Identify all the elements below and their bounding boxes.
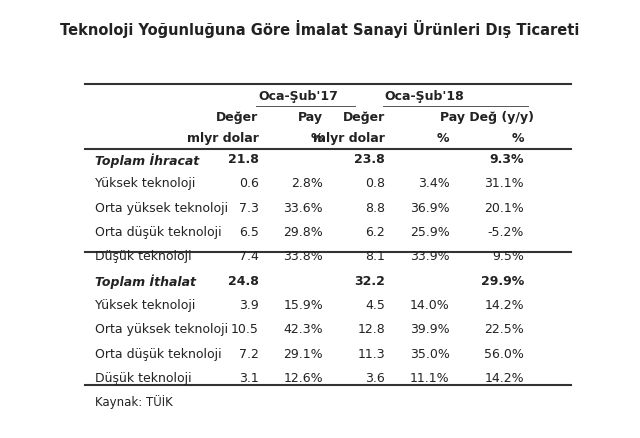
Text: Orta yüksek teknoloji: Orta yüksek teknoloji [95, 323, 228, 336]
Text: %: % [310, 131, 323, 145]
Text: Oca-Şub'18: Oca-Şub'18 [385, 90, 465, 102]
Text: Toplam İthalat: Toplam İthalat [95, 274, 196, 289]
Text: 9.3%: 9.3% [490, 153, 524, 166]
Text: 31.1%: 31.1% [484, 177, 524, 190]
Text: %: % [437, 131, 449, 145]
Text: 14.0%: 14.0% [410, 298, 449, 311]
Text: 11.3: 11.3 [357, 347, 385, 360]
Text: 36.9%: 36.9% [410, 201, 449, 214]
Text: Düşük teknoloji: Düşük teknoloji [95, 250, 191, 263]
Text: 10.5: 10.5 [230, 323, 259, 336]
Text: 29.1%: 29.1% [284, 347, 323, 360]
Text: 8.8: 8.8 [365, 201, 385, 214]
Text: Değer: Değer [216, 110, 259, 124]
Text: 7.4: 7.4 [239, 250, 259, 263]
Text: 4.5: 4.5 [365, 298, 385, 311]
Text: 39.9%: 39.9% [410, 323, 449, 336]
Text: 8.1: 8.1 [365, 250, 385, 263]
Text: 24.8: 24.8 [228, 274, 259, 287]
Text: 33.6%: 33.6% [284, 201, 323, 214]
Text: 6.5: 6.5 [239, 226, 259, 239]
Text: 12.8: 12.8 [357, 323, 385, 336]
Text: Düşük teknoloji: Düşük teknoloji [95, 371, 191, 384]
Text: 14.2%: 14.2% [484, 371, 524, 384]
Text: Pay: Pay [298, 110, 323, 124]
Text: %: % [511, 131, 524, 145]
Text: -5.2%: -5.2% [488, 226, 524, 239]
Text: 14.2%: 14.2% [484, 298, 524, 311]
Text: Yüksek teknoloji: Yüksek teknoloji [95, 298, 195, 311]
Text: 35.0%: 35.0% [410, 347, 449, 360]
Text: 3.4%: 3.4% [418, 177, 449, 190]
Text: 2.8%: 2.8% [291, 177, 323, 190]
Text: Oca-Şub'17: Oca-Şub'17 [259, 90, 338, 102]
Text: Orta yüksek teknoloji: Orta yüksek teknoloji [95, 201, 228, 214]
Text: Kaynak: TÜİK: Kaynak: TÜİK [95, 394, 173, 408]
Text: 3.6: 3.6 [365, 371, 385, 384]
Text: 12.6%: 12.6% [284, 371, 323, 384]
Text: 33.8%: 33.8% [284, 250, 323, 263]
Text: 0.8: 0.8 [365, 177, 385, 190]
Text: Orta düşük teknoloji: Orta düşük teknoloji [95, 226, 221, 239]
Text: 20.1%: 20.1% [484, 201, 524, 214]
Text: 7.2: 7.2 [239, 347, 259, 360]
Text: 25.9%: 25.9% [410, 226, 449, 239]
Text: Pay Değ (y/y): Pay Değ (y/y) [440, 110, 534, 124]
Text: 0.6: 0.6 [239, 177, 259, 190]
Text: 23.8: 23.8 [355, 153, 385, 166]
Text: 42.3%: 42.3% [284, 323, 323, 336]
Text: 6.2: 6.2 [365, 226, 385, 239]
Text: 11.1%: 11.1% [410, 371, 449, 384]
Text: 56.0%: 56.0% [484, 347, 524, 360]
Text: Yüksek teknoloji: Yüksek teknoloji [95, 177, 195, 190]
Text: 29.9%: 29.9% [481, 274, 524, 287]
Text: 3.9: 3.9 [239, 298, 259, 311]
Text: Teknoloji Yoğunluğuna Göre İmalat Sanayi Ürünleri Dış Ticareti: Teknoloji Yoğunluğuna Göre İmalat Sanayi… [60, 20, 580, 38]
Text: 15.9%: 15.9% [284, 298, 323, 311]
Text: mlyr dolar: mlyr dolar [313, 131, 385, 145]
Text: 9.5%: 9.5% [492, 250, 524, 263]
Text: 22.5%: 22.5% [484, 323, 524, 336]
Text: 21.8: 21.8 [228, 153, 259, 166]
Text: 29.8%: 29.8% [284, 226, 323, 239]
Text: mlyr dolar: mlyr dolar [187, 131, 259, 145]
Text: 33.9%: 33.9% [410, 250, 449, 263]
Text: 7.3: 7.3 [239, 201, 259, 214]
Text: Orta düşük teknoloji: Orta düşük teknoloji [95, 347, 221, 360]
Text: 3.1: 3.1 [239, 371, 259, 384]
Text: Toplam İhracat: Toplam İhracat [95, 153, 199, 167]
Text: Değer: Değer [343, 110, 385, 124]
Text: 32.2: 32.2 [354, 274, 385, 287]
